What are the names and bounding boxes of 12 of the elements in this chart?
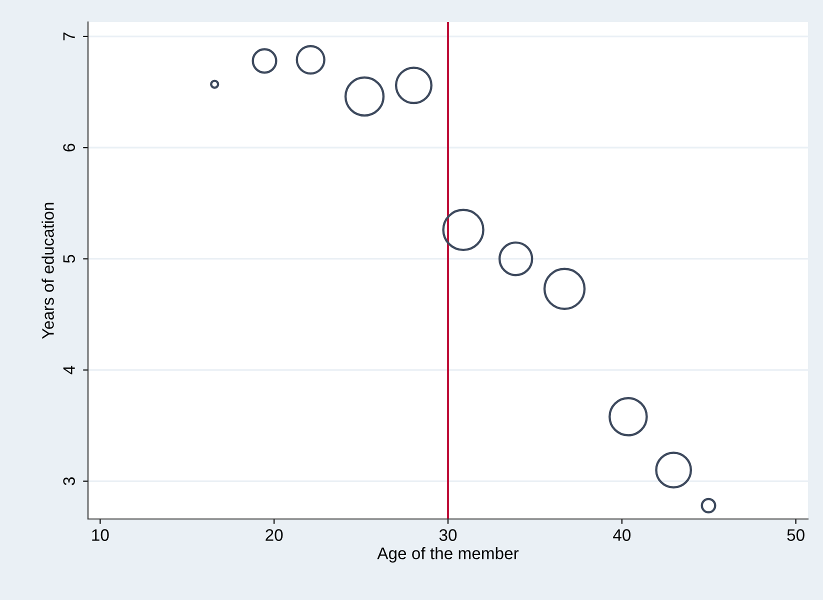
x-tick-label: 50 (787, 529, 804, 541)
y-axis-title: Years of education (42, 202, 54, 339)
x-tick-label: 30 (439, 529, 457, 541)
y-tick-label: 6 (63, 144, 75, 152)
y-tick-label: 3 (63, 477, 75, 486)
y-tick-label: 4 (63, 366, 75, 374)
x-tick-label: 40 (613, 529, 631, 541)
y-tick-label: 5 (63, 254, 75, 263)
x-tick-label: 20 (266, 529, 283, 541)
x-axis-title: Age of the member (377, 547, 519, 563)
x-tick-label: 10 (92, 529, 109, 541)
y-tick-label: 7 (63, 32, 75, 40)
